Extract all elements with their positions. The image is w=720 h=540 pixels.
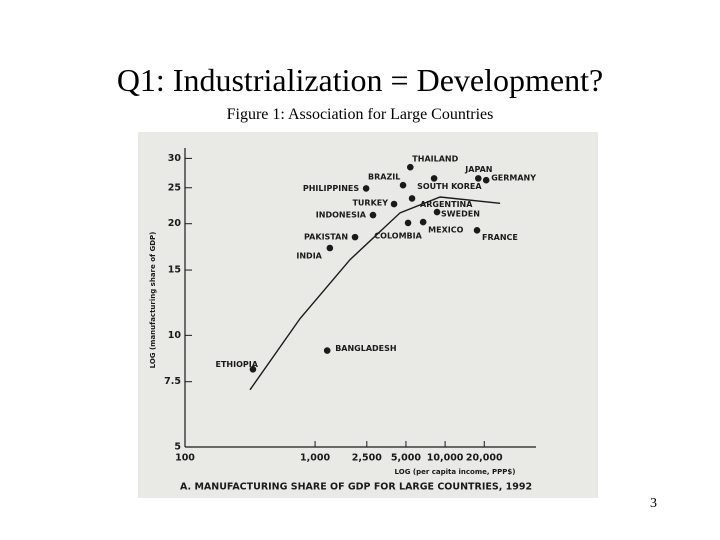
data-point: [249, 365, 257, 373]
x-axis-label: LOG (per capita income, PPP$): [395, 468, 516, 476]
regression-curve: [249, 196, 501, 391]
page-number: 3: [650, 496, 657, 511]
data-point: [323, 347, 331, 354]
y-axis-label: LOG (manufacturing share of GDP): [149, 232, 157, 369]
data-point: [408, 195, 416, 202]
data-point: [482, 176, 490, 184]
point-label: GERMANY: [491, 174, 536, 183]
y-tick-label: 5: [174, 442, 181, 453]
point-label: BANGLADESH: [335, 344, 396, 353]
y-tick-label: 10: [168, 330, 182, 341]
point-label: PHILIPPINES: [303, 184, 359, 193]
data-point: [326, 244, 334, 252]
data-point: [430, 175, 438, 182]
data-point: [433, 208, 441, 216]
data-point: [419, 218, 427, 226]
x-tick-label: 1,000: [300, 453, 330, 464]
slide-title: Q1: Industrialization = Development?: [116, 62, 604, 98]
point-label: SWEDEN: [441, 210, 480, 219]
data-point: [399, 181, 407, 189]
x-tick-label: 2,500: [352, 453, 382, 464]
point-label: ETHIOPIA: [216, 360, 259, 369]
y-tick-label: 15: [168, 265, 181, 276]
figure-caption: Figure 1: Association for Large Countrie…: [226, 106, 494, 123]
point-label: THAILAND: [412, 155, 458, 164]
data-point: [474, 175, 482, 182]
chart-title: A. MANUFACTURING SHARE OF GDP FOR LARGE …: [180, 482, 532, 493]
point-label: COLOMBIA: [374, 231, 422, 240]
point-label: ARGENTINA: [420, 200, 473, 209]
data-point: [406, 163, 414, 171]
data-point: [473, 226, 481, 234]
point-label: SOUTH KOREA: [417, 182, 482, 191]
x-tick-label: 10,000: [427, 453, 464, 464]
data-point: [362, 185, 370, 192]
point-label: TURKEY: [352, 199, 388, 208]
y-tick-label: 7.5: [164, 376, 181, 387]
y-tick-label: 25: [168, 182, 181, 193]
point-label: FRANCE: [482, 233, 518, 242]
data-point: [369, 211, 377, 219]
point-label: INDONESIA: [316, 211, 367, 220]
point-label: JAPAN: [464, 165, 492, 174]
point-label: INDIA: [296, 251, 322, 260]
x-tick-label: 20,000: [466, 453, 503, 464]
data-point: [351, 233, 359, 241]
point-label: BRAZIL: [368, 173, 400, 182]
data-point: [404, 219, 412, 227]
y-tick-label: 20: [168, 218, 182, 229]
data-point: [390, 200, 398, 208]
x-tick-label: 100: [175, 453, 195, 464]
x-tick-label: 5,000: [391, 453, 421, 464]
y-tick-label: 30: [168, 153, 182, 164]
point-label: PAKISTAN: [304, 233, 348, 242]
point-label: MEXICO: [428, 226, 463, 235]
scan-background: [138, 132, 598, 498]
